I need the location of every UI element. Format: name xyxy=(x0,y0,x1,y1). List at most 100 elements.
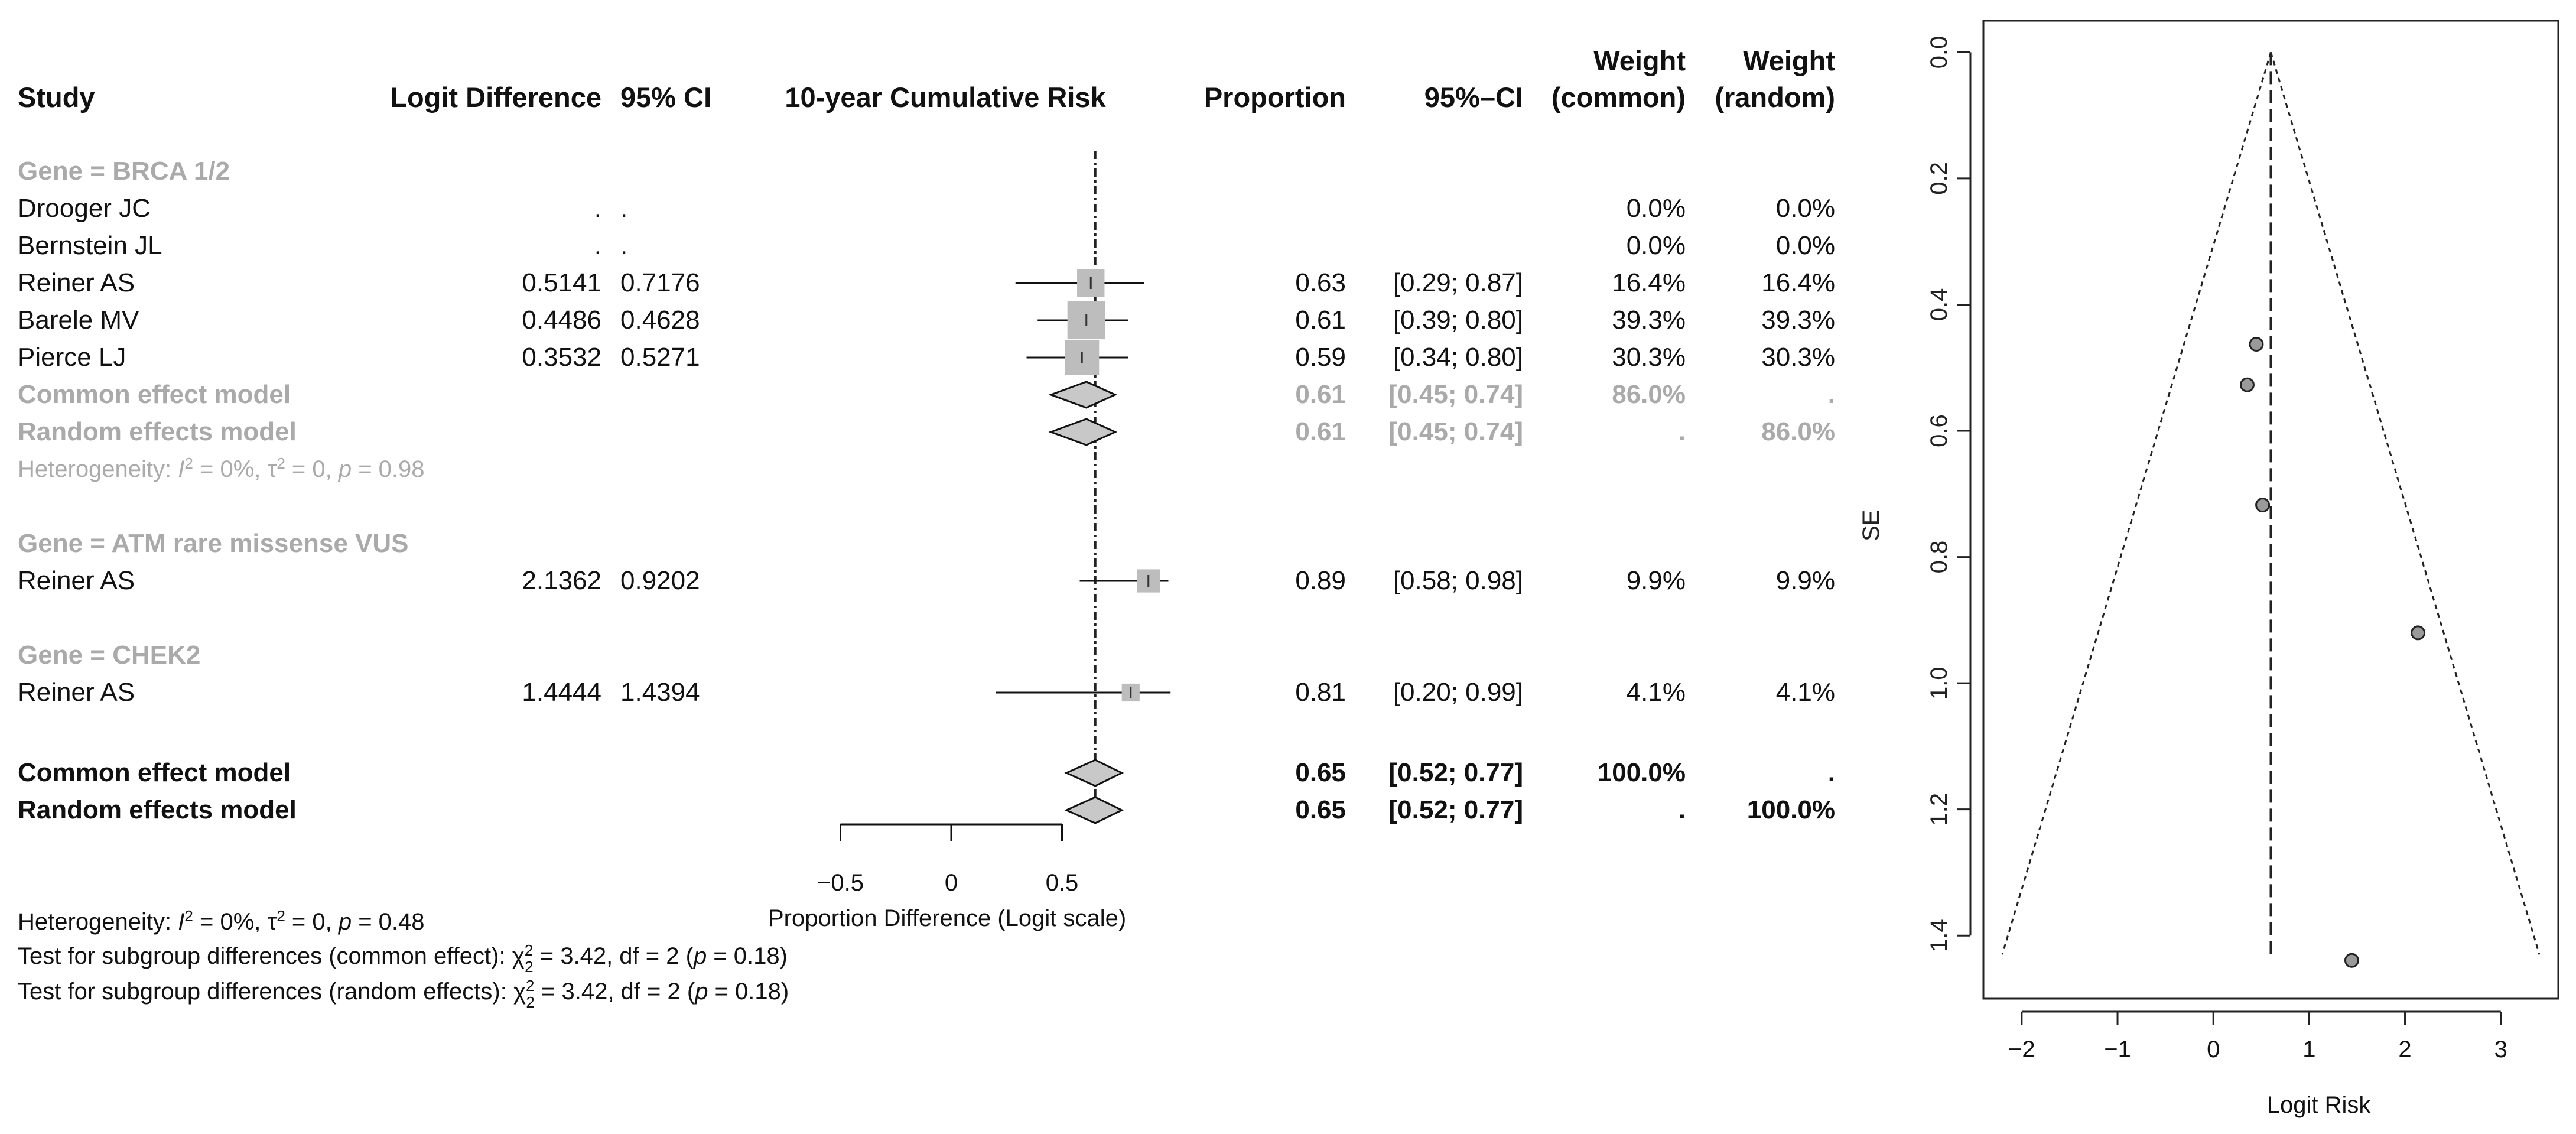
test-subgroup-common: Test for subgroup differences (common ef… xyxy=(18,941,788,976)
weight-random: 30.3% xyxy=(1761,343,1835,372)
forest-x-axis-label: Proportion Difference (Logit scale) xyxy=(768,905,1127,931)
het-prefix: Heterogeneity: xyxy=(18,456,178,482)
funnel-x-tick-label: −1 xyxy=(2104,1036,2131,1062)
het-tau-symbol: τ xyxy=(267,456,277,482)
header-weight-random-1: Weight xyxy=(1743,45,1835,76)
logit-difference: . xyxy=(594,231,601,260)
het-p-symbol: p xyxy=(338,456,352,482)
test-p-value: = 0.18) xyxy=(708,979,789,1005)
study-name: Bernstein JL xyxy=(18,231,162,260)
logit-difference: 2.1362 xyxy=(522,566,601,595)
overall-heterogeneity: Heterogeneity: I2 = 0%, τ2 = 0, p = 0.48 xyxy=(18,906,425,940)
funnel-frame xyxy=(1982,20,2559,1000)
proportion-ci: [0.39; 0.80] xyxy=(1393,306,1523,334)
weight-common: 9.9% xyxy=(1626,566,1686,595)
het-i2-symbol: I xyxy=(178,909,185,935)
test-chi-symbol: χ xyxy=(512,943,525,969)
test-p-value: = 0.18) xyxy=(707,943,788,969)
subgroup-label: Gene = ATM rare missense VUS xyxy=(18,529,409,558)
overall-common-proportion: 0.65 xyxy=(1295,758,1346,787)
proportion-value: 0.59 xyxy=(1295,343,1346,372)
test-chi-subscript: 2 xyxy=(525,958,534,976)
weight-random: 0.0% xyxy=(1775,194,1835,223)
logit-ci: 0.7176 xyxy=(620,268,700,297)
subgroup-random-proportion: 0.61 xyxy=(1295,417,1346,446)
header-weight-common-1: Weight xyxy=(1593,45,1686,76)
funnel-point xyxy=(2255,498,2271,513)
funnel-y-tick-label: 0.8 xyxy=(1926,541,1952,574)
het-tau-symbol: τ xyxy=(267,909,277,935)
het-p-value: = 0.48 xyxy=(352,909,425,935)
forest-x-tick-label: 0 xyxy=(944,870,958,896)
test-p-symbol: p xyxy=(695,979,708,1005)
subgroup-random-diamond xyxy=(1048,418,1118,446)
test-rest: = 3.42, df = 2 ( xyxy=(534,979,695,1005)
subgroup-common-label: Common effect model xyxy=(18,380,291,409)
funnel-y-tick-label: 1.0 xyxy=(1926,667,1952,700)
weight-random: 0.0% xyxy=(1775,231,1835,260)
funnel-point xyxy=(2249,337,2264,352)
weight-common: 0.0% xyxy=(1626,194,1686,223)
het-tau-value: = 0, xyxy=(285,456,339,482)
overall-random-weight-random: 100.0% xyxy=(1746,795,1835,824)
overall-common-weight-random: . xyxy=(1827,758,1835,787)
subgroup-random-weight-common: . xyxy=(1678,417,1686,446)
subgroup-common-proportion: 0.61 xyxy=(1295,380,1346,409)
subgroup-random-label: Random effects model xyxy=(18,417,297,446)
subgroup-common-weight-random: . xyxy=(1827,380,1835,409)
het-i2-value: = 0%, xyxy=(193,909,268,935)
overall-random-weight-common: . xyxy=(1678,795,1686,824)
het-tau-superscript: 2 xyxy=(277,454,285,472)
logit-difference: 0.5141 xyxy=(522,268,601,297)
het-i2-symbol: I xyxy=(178,456,185,482)
overall-random-label: Random effects model xyxy=(18,795,297,824)
het-tau-value: = 0, xyxy=(285,909,339,935)
proportion-value: 0.61 xyxy=(1295,306,1346,334)
logit-difference: 0.4486 xyxy=(522,306,601,334)
weight-random: 16.4% xyxy=(1761,268,1835,297)
forest-x-tick-label: −0.5 xyxy=(817,870,864,896)
weight-common: 0.0% xyxy=(1626,231,1686,260)
funnel-x-tick-label: 3 xyxy=(2494,1036,2507,1062)
proportion-ci: [0.58; 0.98] xyxy=(1393,566,1523,595)
study-name: Reiner AS xyxy=(18,678,135,707)
het-p-value: = 0.98 xyxy=(352,456,425,482)
header-study: Study xyxy=(18,82,95,113)
forest-x-tick-label: 0.5 xyxy=(1045,870,1079,896)
funnel-y-tick-label: 0.0 xyxy=(1926,36,1952,69)
overall-random-proportion: 0.65 xyxy=(1295,795,1346,824)
test-subgroup-random: Test for subgroup differences (random ef… xyxy=(18,976,789,1011)
funnel-point xyxy=(2239,377,2255,392)
subgroup-heterogeneity: Heterogeneity: I2 = 0%, τ2 = 0, p = 0.98 xyxy=(18,454,425,487)
proportion-ci: [0.20; 0.99] xyxy=(1393,678,1523,707)
proportion-ci: [0.29; 0.87] xyxy=(1393,268,1523,297)
het-tau-superscript: 2 xyxy=(277,907,285,925)
header-weight-common-2: (common) xyxy=(1551,82,1686,113)
funnel-x-tick-label: 0 xyxy=(2207,1036,2220,1062)
logit-ci: 1.4394 xyxy=(620,678,700,707)
subgroup-common-weight-common: 86.0% xyxy=(1612,380,1686,409)
funnel-x-tick-label: 1 xyxy=(2302,1036,2316,1062)
test-rest: = 3.42, df = 2 ( xyxy=(533,943,694,969)
overall-random-diamond xyxy=(1064,796,1124,824)
funnel-y-tick-label: 0.4 xyxy=(1926,288,1952,321)
funnel-point xyxy=(2411,625,2426,641)
weight-random: 39.3% xyxy=(1761,306,1835,334)
overall-common-label: Common effect model xyxy=(18,758,291,787)
header-ci-prop: 95%–CI xyxy=(1424,82,1523,113)
funnel-left-bound xyxy=(2001,51,2272,955)
header-plot: 10-year Cumulative Risk xyxy=(785,82,1106,113)
proportion-value: 0.63 xyxy=(1295,268,1346,297)
weight-common: 30.3% xyxy=(1612,343,1686,372)
overall-random-ci: [0.52; 0.77] xyxy=(1388,795,1523,824)
funnel-x-axis-label: Logit Risk xyxy=(2266,1092,2371,1118)
het-i2-superscript: 2 xyxy=(184,907,193,925)
study-name: Drooger JC xyxy=(18,194,151,223)
test-prefix: Test for subgroup differences (common ef… xyxy=(18,943,512,969)
header-weight-random-2: (random) xyxy=(1715,82,1835,113)
funnel-right-bound xyxy=(2270,51,2541,955)
subgroup-label: Gene = CHEK2 xyxy=(18,641,201,670)
